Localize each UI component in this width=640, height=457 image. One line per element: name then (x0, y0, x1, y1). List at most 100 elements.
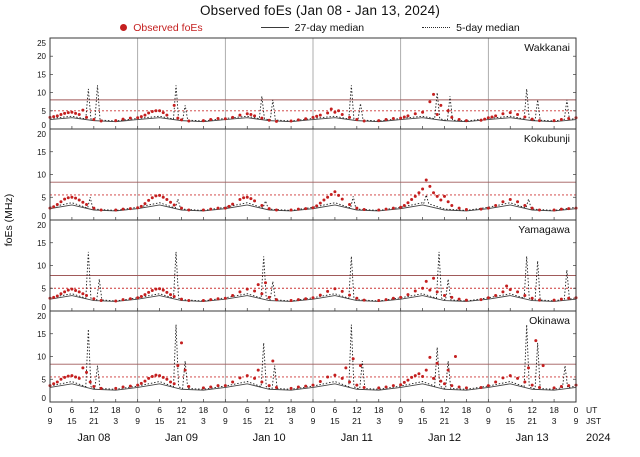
svg-text:18: 18 (199, 405, 209, 415)
svg-text:9: 9 (135, 416, 140, 426)
y-tick-label: 20 (37, 52, 46, 61)
y-tick-label: 0 (42, 121, 47, 130)
y-tick-label: 15 (37, 330, 46, 339)
y-tick-label: 5 (42, 107, 47, 116)
median5-line-marker-icon (422, 27, 451, 28)
day-label: Jan 10 (253, 432, 286, 444)
panel-yamagawa: 0 5 10 15 20 Yamagawa (37, 219, 578, 312)
svg-text:15: 15 (418, 416, 428, 426)
svg-text:18: 18 (374, 405, 384, 415)
panel-okinawa: 0 5 10 15 20 Okinawa (37, 310, 578, 403)
svg-text:15: 15 (330, 416, 340, 426)
svg-text:21: 21 (177, 416, 187, 426)
svg-text:21: 21 (264, 416, 274, 426)
y-tick-label: 5 (42, 284, 47, 293)
y-axis-title: foEs (MHz) (3, 194, 15, 247)
svg-text:9: 9 (311, 416, 316, 426)
svg-text:12: 12 (352, 405, 362, 415)
svg-text:15: 15 (155, 416, 165, 426)
jst-axis-label: JST (586, 416, 601, 426)
chart-title: Observed foEs (Jan 08 - Jan 13, 2024) (199, 3, 441, 18)
y-tick-label: 20 (37, 130, 46, 139)
y-tick-label: 10 (37, 262, 46, 271)
svg-text:6: 6 (508, 405, 513, 415)
legend-median27-label: 27-day median (294, 21, 365, 34)
legend-item-observed: Observed foEs (120, 21, 203, 34)
day-label: Jan 13 (516, 432, 549, 444)
station-label: Wakkanai (524, 42, 570, 54)
y-tick-label: 5 (42, 193, 47, 202)
day-label: Jan 09 (165, 432, 198, 444)
legend-item-median5: 5-day median (422, 22, 520, 34)
median27-line-marker-icon (260, 27, 289, 28)
chart-legend: Observed foEs 27-day median 5-day median (0, 19, 640, 36)
year-label: 2024 (586, 432, 610, 444)
median27-line (49, 117, 577, 123)
svg-text:12: 12 (527, 405, 537, 415)
day-label: Jan 12 (428, 432, 461, 444)
observed-points (48, 339, 578, 390)
svg-text:12: 12 (440, 405, 450, 415)
svg-text:0: 0 (574, 405, 579, 415)
svg-text:0: 0 (311, 405, 316, 415)
svg-text:12: 12 (264, 405, 274, 415)
svg-text:15: 15 (243, 416, 253, 426)
observed-points (48, 178, 578, 212)
svg-text:3: 3 (376, 416, 381, 426)
y-tick-label: 15 (37, 70, 46, 79)
y-tick-label: 5 (42, 375, 47, 384)
svg-text:0: 0 (486, 405, 491, 415)
panel-wakkanai: 0 5 10 15 20 25 Wakkanai (37, 37, 578, 130)
svg-text:9: 9 (223, 416, 228, 426)
svg-text:0: 0 (48, 405, 53, 415)
panel-kokubunji: 0 5 10 15 20 Kokubunji (37, 128, 578, 221)
svg-text:3: 3 (464, 416, 469, 426)
svg-text:6: 6 (157, 405, 162, 415)
foes-chart: 0 5 10 15 20 25 Wakkanai 0 5 10 15 20 Kokubunji 0 5 10 1… (3, 37, 611, 444)
svg-text:9: 9 (486, 416, 491, 426)
y-tick-label: 15 (37, 148, 46, 157)
median27-line (49, 383, 577, 391)
svg-text:6: 6 (245, 405, 250, 415)
svg-text:21: 21 (89, 416, 99, 426)
station-label: Kokubunji (524, 133, 570, 145)
svg-text:3: 3 (201, 416, 206, 426)
svg-text:9: 9 (574, 416, 579, 426)
svg-text:3: 3 (552, 416, 557, 426)
station-label: Okinawa (529, 315, 570, 327)
median5-line (49, 324, 577, 390)
svg-text:18: 18 (286, 405, 296, 415)
svg-text:3: 3 (113, 416, 118, 426)
observed-points (48, 276, 578, 303)
ut-axis-label: UT (586, 405, 597, 415)
svg-text:0: 0 (398, 405, 403, 415)
svg-text:12: 12 (89, 405, 99, 415)
median5-line (49, 85, 577, 122)
svg-text:21: 21 (440, 416, 450, 426)
svg-text:0: 0 (135, 405, 140, 415)
station-label: Yamagawa (518, 224, 570, 236)
observed-points (48, 92, 578, 123)
svg-text:0: 0 (223, 405, 228, 415)
svg-text:21: 21 (352, 416, 362, 426)
day-label: Jan 08 (77, 432, 110, 444)
day-label: Jan 11 (341, 432, 373, 444)
svg-text:9: 9 (48, 416, 53, 426)
median5-line (49, 251, 577, 302)
y-tick-label: 20 (37, 221, 46, 230)
svg-text:6: 6 (70, 405, 75, 415)
svg-text:3: 3 (289, 416, 294, 426)
svg-text:18: 18 (462, 405, 472, 415)
legend-item-median27: 27-day median (260, 21, 365, 34)
legend-observed-label: Observed foEs (133, 21, 203, 34)
svg-text:6: 6 (333, 405, 338, 415)
y-tick-label: 25 (37, 39, 46, 48)
y-tick-label: 10 (37, 171, 46, 180)
svg-text:18: 18 (111, 405, 121, 415)
y-tick-label: 10 (37, 89, 46, 98)
svg-text:12: 12 (177, 405, 187, 415)
svg-text:18: 18 (549, 405, 559, 415)
legend-median5-label: 5-day median (456, 21, 520, 34)
